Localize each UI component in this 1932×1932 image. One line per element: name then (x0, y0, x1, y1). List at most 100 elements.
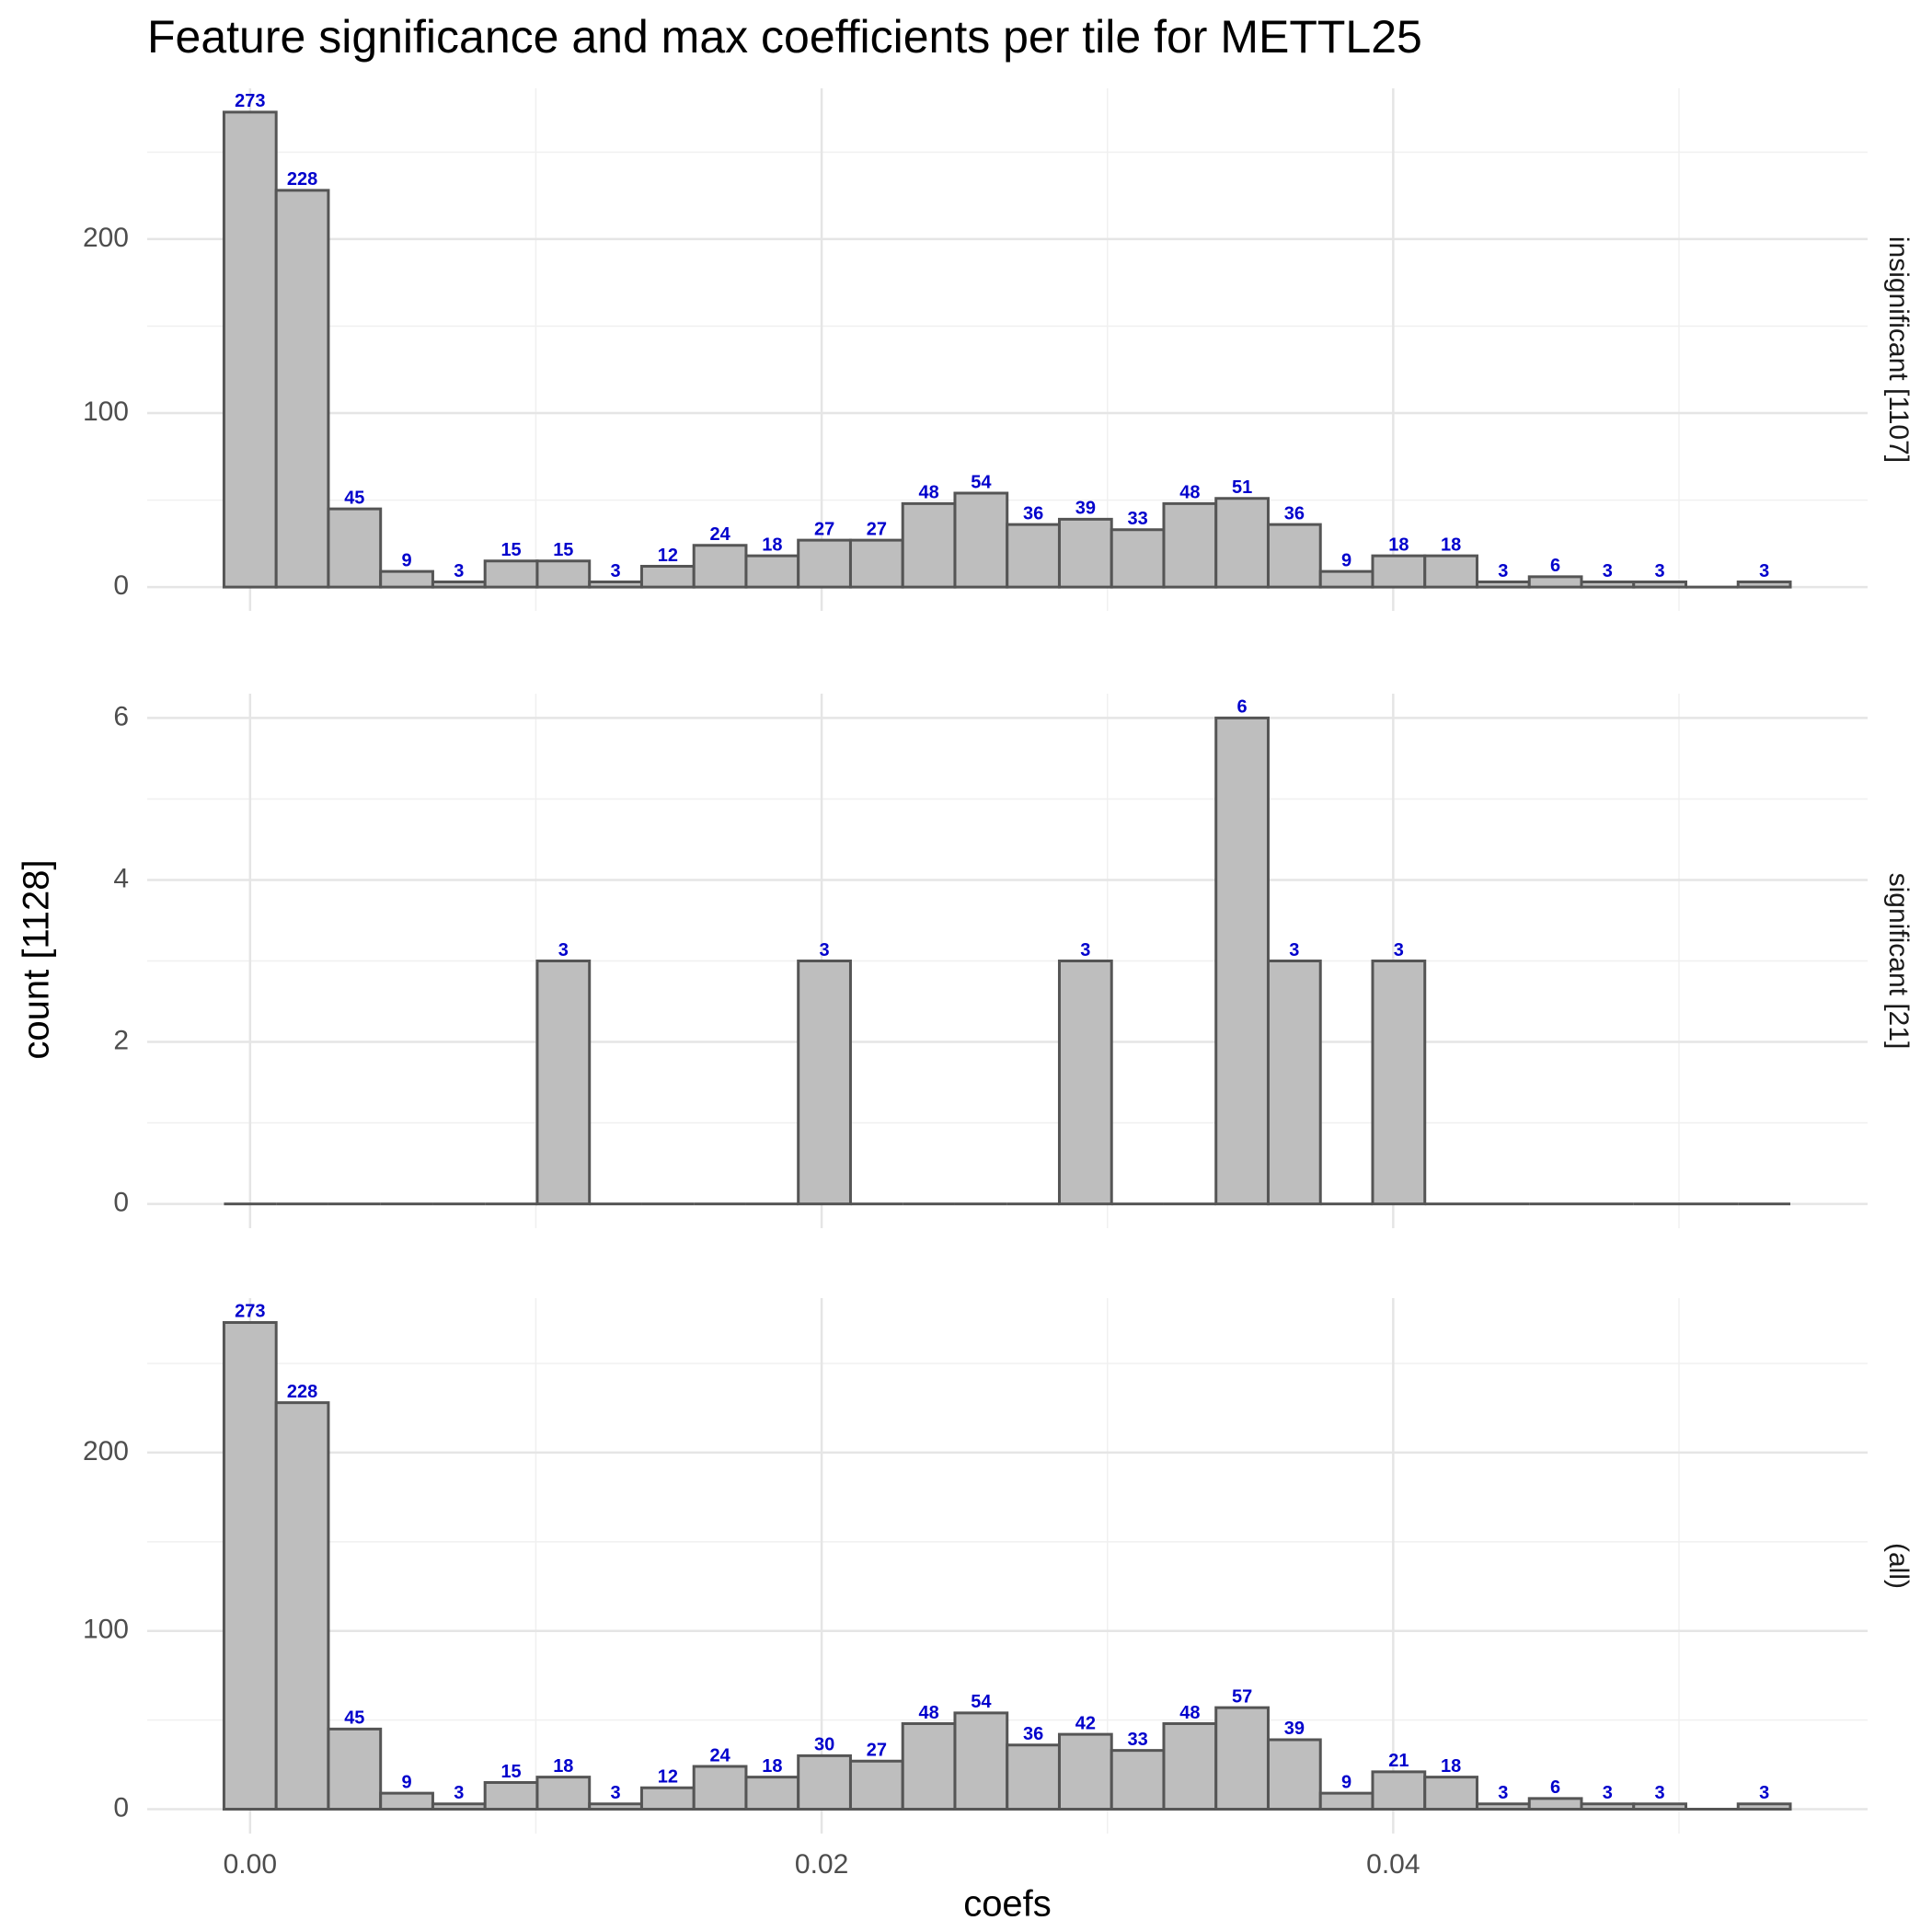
bar (431, 1802, 487, 1811)
data-label: 9 (402, 1772, 412, 1792)
bar (431, 581, 487, 589)
data-label: 18 (1441, 1756, 1461, 1777)
data-label: 9 (1341, 1772, 1351, 1792)
data-label: 3 (1603, 561, 1613, 581)
data-label: 54 (971, 472, 992, 492)
y-tick-label: 200 (83, 1436, 129, 1466)
data-label: 30 (814, 1735, 834, 1755)
data-label: 228 (287, 169, 317, 190)
data-label: 48 (1179, 483, 1200, 503)
bar (1266, 960, 1322, 1206)
bar (1371, 960, 1427, 1206)
data-label: 15 (500, 1762, 521, 1782)
bar (901, 1722, 957, 1811)
bar (1006, 1743, 1061, 1811)
data-label: 3 (1655, 1783, 1665, 1803)
data-label: 273 (235, 91, 265, 111)
bar (1006, 523, 1061, 589)
data-label: 24 (709, 1745, 730, 1765)
bar (1580, 1802, 1636, 1811)
data-label: 39 (1284, 1719, 1305, 1739)
bar (327, 507, 383, 589)
bar (797, 960, 852, 1206)
bar (848, 538, 904, 589)
bar (744, 1776, 800, 1811)
data-label: 48 (918, 1703, 938, 1723)
bar (692, 1765, 748, 1811)
bar (901, 501, 957, 589)
bar (1057, 517, 1113, 589)
data-label: 51 (1232, 477, 1252, 498)
bar (535, 1776, 592, 1811)
bar (1475, 581, 1531, 589)
data-label: 12 (658, 1767, 678, 1788)
data-label: 27 (867, 519, 887, 539)
data-label: 18 (553, 1756, 573, 1777)
data-label: 39 (1075, 499, 1096, 519)
facet-label: (all) (1883, 1543, 1914, 1589)
bar (953, 1711, 1009, 1811)
bar (1632, 581, 1687, 589)
bar (379, 1791, 434, 1811)
data-label: 3 (558, 940, 569, 960)
bar (1110, 528, 1166, 589)
y-tick-label: 2 (113, 1025, 129, 1055)
bar (1527, 1797, 1583, 1811)
bar (1527, 575, 1583, 589)
bar (639, 1786, 696, 1811)
data-label: 33 (1127, 1730, 1147, 1750)
bar (588, 581, 643, 589)
data-label: 45 (344, 1708, 364, 1729)
data-label: 3 (820, 940, 830, 960)
data-label: 18 (1388, 535, 1409, 555)
x-tick-label: 0.04 (1366, 1849, 1420, 1880)
bar (274, 189, 330, 589)
data-label: 3 (1080, 940, 1090, 960)
data-label: 6 (1237, 697, 1248, 718)
data-label: 3 (1603, 1783, 1613, 1803)
data-label: 9 (402, 550, 412, 570)
bar (1736, 581, 1792, 589)
bar (1736, 1802, 1792, 1811)
data-label: 21 (1388, 1751, 1409, 1771)
x-axis-title: coefs (963, 1884, 1052, 1925)
data-label: 6 (1550, 1777, 1560, 1798)
data-label: 18 (762, 1756, 782, 1777)
data-label: 36 (1284, 503, 1305, 523)
x-tick-label: 0.02 (795, 1849, 848, 1880)
bar (1266, 523, 1322, 589)
bar (1580, 581, 1636, 589)
bar (692, 544, 748, 589)
bar (1110, 1749, 1166, 1811)
bar (327, 1727, 383, 1811)
bar (483, 559, 539, 589)
data-label: 3 (1759, 1783, 1769, 1803)
bar (848, 1759, 904, 1811)
bar (274, 1401, 330, 1811)
data-label: 15 (500, 540, 521, 560)
data-label: 36 (1023, 503, 1043, 523)
bar (797, 538, 852, 589)
bar (639, 564, 696, 589)
data-label: 3 (454, 561, 464, 581)
data-label: 33 (1127, 509, 1147, 529)
bar (1423, 554, 1478, 589)
data-label: 6 (1550, 556, 1560, 576)
y-tick-label: 100 (83, 397, 129, 427)
bar (1162, 501, 1218, 589)
data-label: 3 (454, 1783, 464, 1803)
data-label: 9 (1341, 550, 1351, 570)
data-label: 24 (709, 524, 730, 545)
data-label: 3 (1394, 940, 1404, 960)
bar (222, 110, 278, 589)
bar (1214, 1706, 1270, 1811)
chart-title: Feature significance and max coefficient… (147, 11, 1422, 63)
y-tick-label: 6 (113, 701, 129, 731)
data-label: 3 (611, 1783, 621, 1803)
y-tick-label: 0 (113, 570, 129, 601)
y-tick-label: 200 (83, 223, 129, 253)
bar (953, 491, 1009, 589)
data-label: 45 (344, 488, 364, 508)
bar (483, 1780, 539, 1811)
